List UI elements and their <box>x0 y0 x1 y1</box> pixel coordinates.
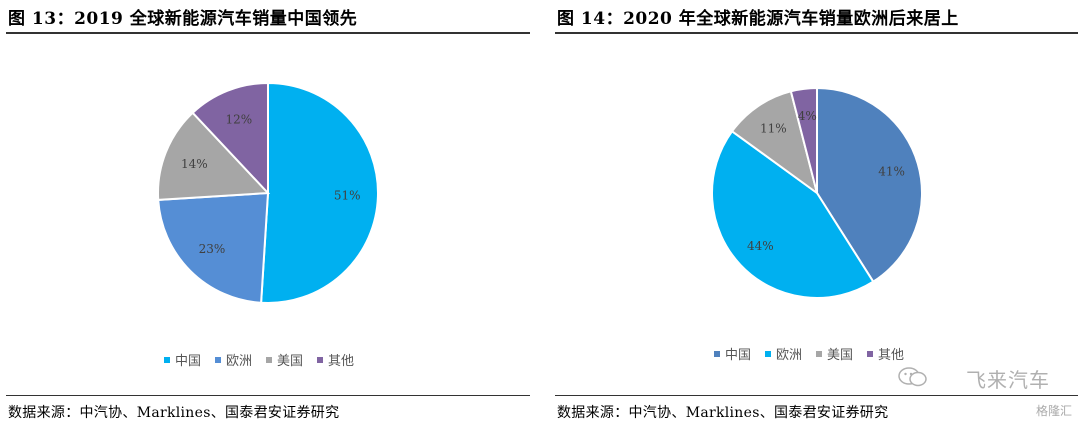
legend-swatch <box>816 350 823 357</box>
title-rule <box>6 32 530 34</box>
legend-item: 美国 <box>266 350 303 369</box>
legend-item: 欧洲 <box>215 350 252 369</box>
legend-swatch <box>867 350 874 357</box>
slice-label: 4% <box>798 109 817 123</box>
source-rule <box>6 395 530 396</box>
slice-label: 12% <box>226 112 253 126</box>
legend-item: 中国 <box>164 350 201 369</box>
pie-slice-其他 <box>789 86 818 194</box>
legend-item: 其他 <box>317 350 354 369</box>
chart-panel-2020: 图 14：2020 年全球新能源汽车销量欧洲后来居上 41% 44% 11% 4% 中… <box>549 0 1080 425</box>
slice-label: 51% <box>334 188 361 202</box>
legend-label: 欧洲 <box>226 354 253 369</box>
legend-swatch <box>765 350 772 357</box>
pie-chart-2019: 51% 23% 14% 12% <box>157 81 379 304</box>
chart-title: 图 14：2020 年全球新能源汽车销量欧洲后来居上 <box>557 9 959 29</box>
source-rule <box>555 395 1078 396</box>
legend-label: 美国 <box>827 348 854 363</box>
slice-label: 44% <box>747 239 774 253</box>
slice-label: 14% <box>181 157 208 171</box>
legend-swatch <box>317 356 324 363</box>
legend-label: 中国 <box>725 348 752 363</box>
pie-slice-欧洲 <box>157 191 270 304</box>
legend-swatch <box>164 356 170 363</box>
pie-slice-中国 <box>711 129 875 299</box>
legend-swatch <box>266 356 273 363</box>
legend-label: 其他 <box>328 354 355 369</box>
legend-item: 其他 <box>867 344 904 363</box>
legend-item: 美国 <box>816 344 853 363</box>
slice-label: 23% <box>199 242 226 256</box>
legend-label: 其他 <box>878 348 905 363</box>
source-note: 数据来源：中汽协、Marklines、国泰君安证券研究 <box>8 405 340 421</box>
pie-slice-其他 <box>191 81 269 196</box>
legend-item: 中国 <box>714 344 751 363</box>
wechat-icon <box>898 367 927 387</box>
logo-text: 格隆汇 <box>1035 404 1072 418</box>
chart-title: 图 13：2019 全球新能源汽车销量中国领先 <box>8 9 358 29</box>
chart-legend: 中国 欧洲 美国 其他 <box>164 350 354 369</box>
legend-label: 欧洲 <box>776 348 803 363</box>
legend-label: 中国 <box>175 354 202 369</box>
legend-item: 欧洲 <box>765 344 802 363</box>
watermark-text: 飞来汽车 <box>966 368 1050 392</box>
slice-label: 11% <box>760 122 787 136</box>
pie-slice-中国 <box>260 81 379 304</box>
pie-slice-美国 <box>157 111 271 201</box>
pie-chart-2020: 41% 44% 11% 4% <box>711 86 923 299</box>
chart-panel-2019: 图 13：2019 全球新能源汽车销量中国领先 51% 23% 14% 12% 中国 欧… <box>0 0 532 425</box>
legend-swatch <box>714 350 720 357</box>
legend-label: 美国 <box>277 354 304 369</box>
legend-swatch <box>215 356 222 363</box>
chart-legend: 中国 欧洲 美国 其他 <box>714 344 904 363</box>
pie-slice-美国 <box>730 90 819 196</box>
title-rule <box>555 32 1078 34</box>
source-note: 数据来源：中汽协、Marklines、国泰君安证券研究 <box>557 405 889 421</box>
slice-label: 41% <box>878 164 905 178</box>
